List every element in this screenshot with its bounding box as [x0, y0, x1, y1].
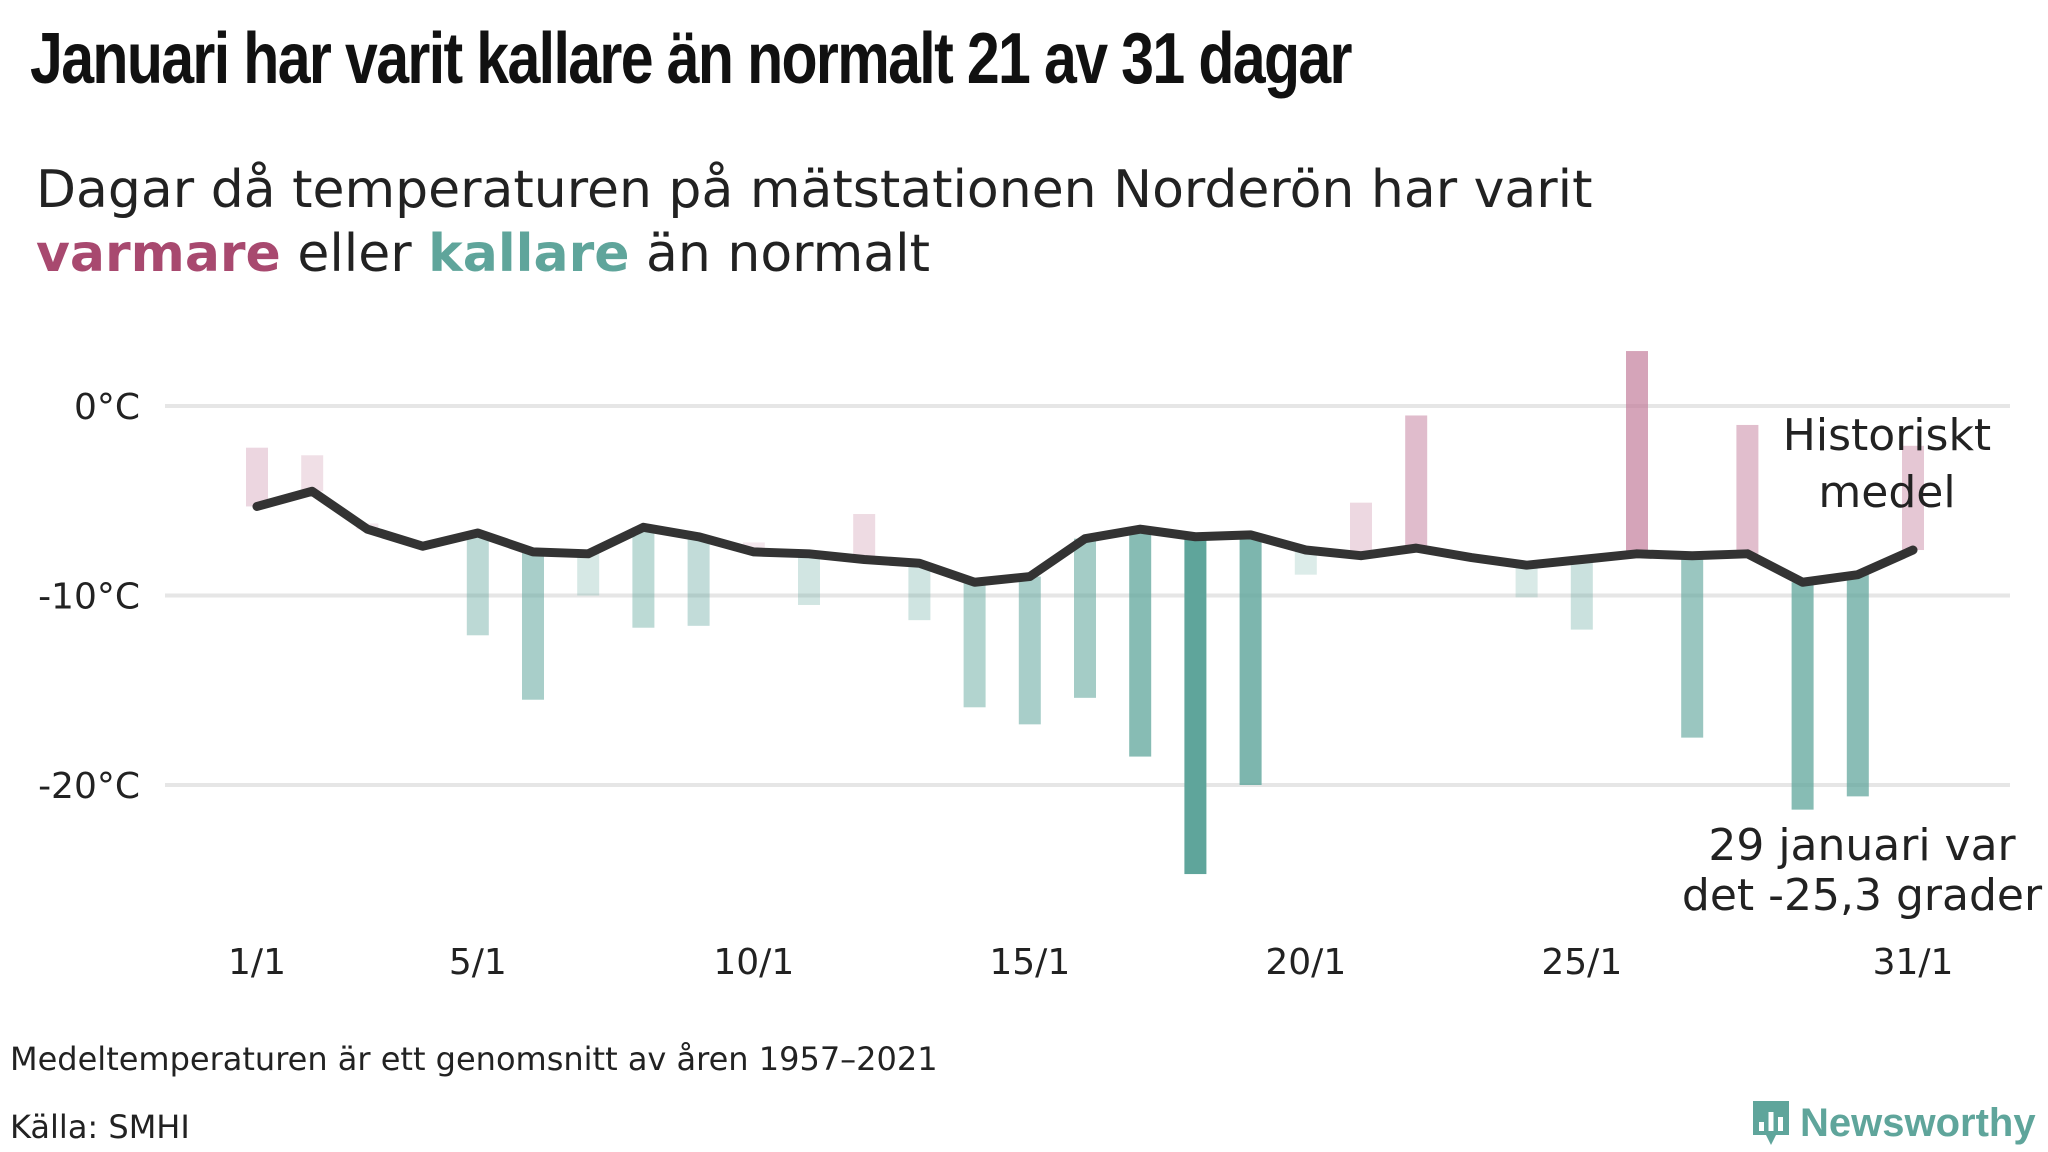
- brand: Newsworthy: [1750, 1098, 2036, 1148]
- bar-day-31: [1902, 445, 1924, 551]
- annotation-historical-mean: medel: [1818, 467, 1955, 518]
- bar-day-13: [908, 563, 931, 621]
- x-tick-label: 1/1: [228, 942, 286, 983]
- y-tick-label: 0°C: [74, 387, 140, 428]
- bar-day-16: [1074, 538, 1096, 698]
- subtitle-end: än normalt: [646, 224, 930, 284]
- newsworthy-logo-icon: [1753, 1101, 1789, 1145]
- bar-day-11: [798, 553, 820, 605]
- bar-day-24: [1515, 565, 1538, 598]
- bar-day-8: [632, 527, 655, 628]
- bar-day-26: [1626, 351, 1648, 554]
- bar-day-14: [963, 582, 986, 708]
- bar-day-6: [522, 551, 544, 700]
- bar-day-19: [1239, 534, 1262, 785]
- brand-name: Newsworthy: [1800, 1100, 2036, 1145]
- annotation-min-temp: det -25,3 grader: [1682, 870, 2043, 921]
- bar-day-30: [1846, 574, 1869, 797]
- bar-day-15: [1018, 576, 1041, 725]
- bar-day-12: [853, 514, 876, 560]
- annotation-historical-mean: Historiskt: [1783, 410, 1991, 461]
- bar-day-1: [246, 447, 268, 507]
- bar-day-21: [1350, 502, 1372, 556]
- bar-day-2: [301, 455, 324, 492]
- y-tick-label: -10°C: [38, 577, 140, 618]
- bar-day-7: [577, 553, 600, 596]
- x-tick-label: 31/1: [1873, 942, 1954, 983]
- source-note: Källa: SMHI: [10, 1108, 190, 1146]
- subtitle-warm-word: varmare: [36, 224, 281, 284]
- x-tick-label: 10/1: [713, 942, 794, 983]
- annotation-min-temp: 29 januari var: [1708, 820, 2016, 871]
- y-tick-label: -20°C: [38, 766, 140, 807]
- subtitle-middle: eller: [297, 224, 412, 284]
- subtitle-cold-word: kallare: [428, 224, 630, 284]
- footnote: Medeltemperaturen är ett genomsnitt av å…: [10, 1040, 938, 1078]
- bar-day-20: [1294, 550, 1317, 575]
- bar-day-29: [1791, 582, 1814, 810]
- subtitle-line1: Dagar då temperaturen på mätstationen No…: [36, 160, 1593, 220]
- chart-subtitle: Dagar då temperaturen på mätstationen No…: [36, 158, 1592, 286]
- chart-title: Januari har varit kallare än normalt 21 …: [30, 19, 1353, 99]
- bar-day-28: [1736, 424, 1759, 554]
- x-tick-label: 25/1: [1541, 942, 1622, 983]
- bar-day-25: [1570, 559, 1593, 630]
- bar-day-17: [1129, 529, 1152, 757]
- subtitle-line2: varmare eller kallare än normalt: [36, 222, 1592, 286]
- bar-day-27: [1681, 555, 1704, 738]
- historical-mean-line: [252, 486, 1918, 587]
- bar-day-18: [1184, 536, 1207, 875]
- x-tick-label: 15/1: [989, 942, 1070, 983]
- bar-day-22: [1405, 415, 1428, 549]
- bar-day-9: [687, 536, 710, 626]
- bar-day-10: [742, 542, 765, 552]
- bar-day-5: [466, 532, 489, 636]
- x-tick-label: 5/1: [449, 942, 507, 983]
- x-tick-label: 20/1: [1265, 942, 1346, 983]
